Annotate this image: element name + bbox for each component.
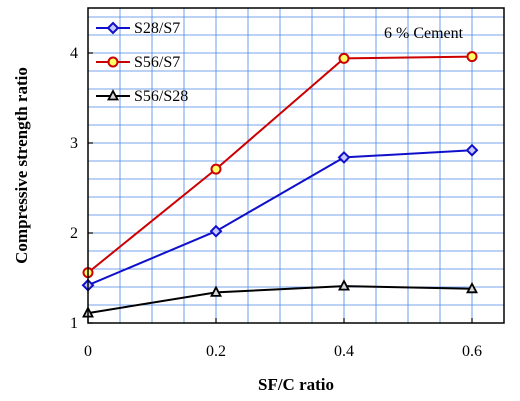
series-line-s56-s7 bbox=[87, 55, 473, 274]
legend-label: S56/S7 bbox=[134, 54, 180, 71]
plot-frame bbox=[87, 7, 505, 324]
data-point-s28-s7 bbox=[465, 143, 479, 157]
data-point-s56-s7 bbox=[210, 163, 222, 175]
legend: S28/S7 S56/S7 S56/S28 bbox=[96, 20, 188, 105]
data-point-s28-s7 bbox=[337, 150, 351, 164]
series-layer bbox=[81, 51, 479, 318]
series-s56-s7 bbox=[82, 51, 478, 279]
x-axis-label: SF/C ratio bbox=[258, 375, 334, 394]
legend-marker bbox=[107, 89, 119, 101]
legend-item-s56-s28: S56/S28 bbox=[96, 88, 188, 105]
legend-item-s28-s7: S28/S7 bbox=[96, 20, 180, 37]
series-line-s56-s28 bbox=[87, 285, 473, 315]
data-point-s56-s7 bbox=[466, 51, 478, 63]
x-tick-label: 0.2 bbox=[206, 343, 226, 360]
x-tick-label: 0 bbox=[84, 343, 92, 360]
legend-marker bbox=[106, 21, 120, 35]
data-point-s56-s28 bbox=[466, 281, 478, 294]
legend-marker bbox=[107, 56, 119, 68]
data-point-s56-s7 bbox=[338, 52, 350, 64]
y-tick-label: 1 bbox=[70, 315, 78, 332]
data-point-s56-s28 bbox=[338, 279, 350, 291]
legend-label: S56/S28 bbox=[134, 88, 188, 105]
annotation-label: 6 % Cement bbox=[384, 25, 464, 42]
x-tick-label: 0.6 bbox=[462, 343, 482, 360]
legend-label: S28/S7 bbox=[134, 20, 180, 37]
ticks: 0 0.2 0.4 0.6 1 2 3 4 bbox=[70, 45, 482, 360]
y-tick-label: 4 bbox=[70, 45, 78, 62]
y-tick-label: 3 bbox=[70, 135, 78, 152]
data-point-s56-s28 bbox=[210, 285, 222, 297]
legend-item-s56-s7: S56/S7 bbox=[96, 54, 180, 71]
y-axis-label: Compressive strength ratio bbox=[12, 67, 31, 264]
data-point-s28-s7 bbox=[209, 224, 223, 238]
series-line-s28-s7 bbox=[87, 149, 473, 287]
x-tick-label: 0.4 bbox=[334, 343, 354, 360]
y-tick-label: 2 bbox=[70, 225, 78, 242]
